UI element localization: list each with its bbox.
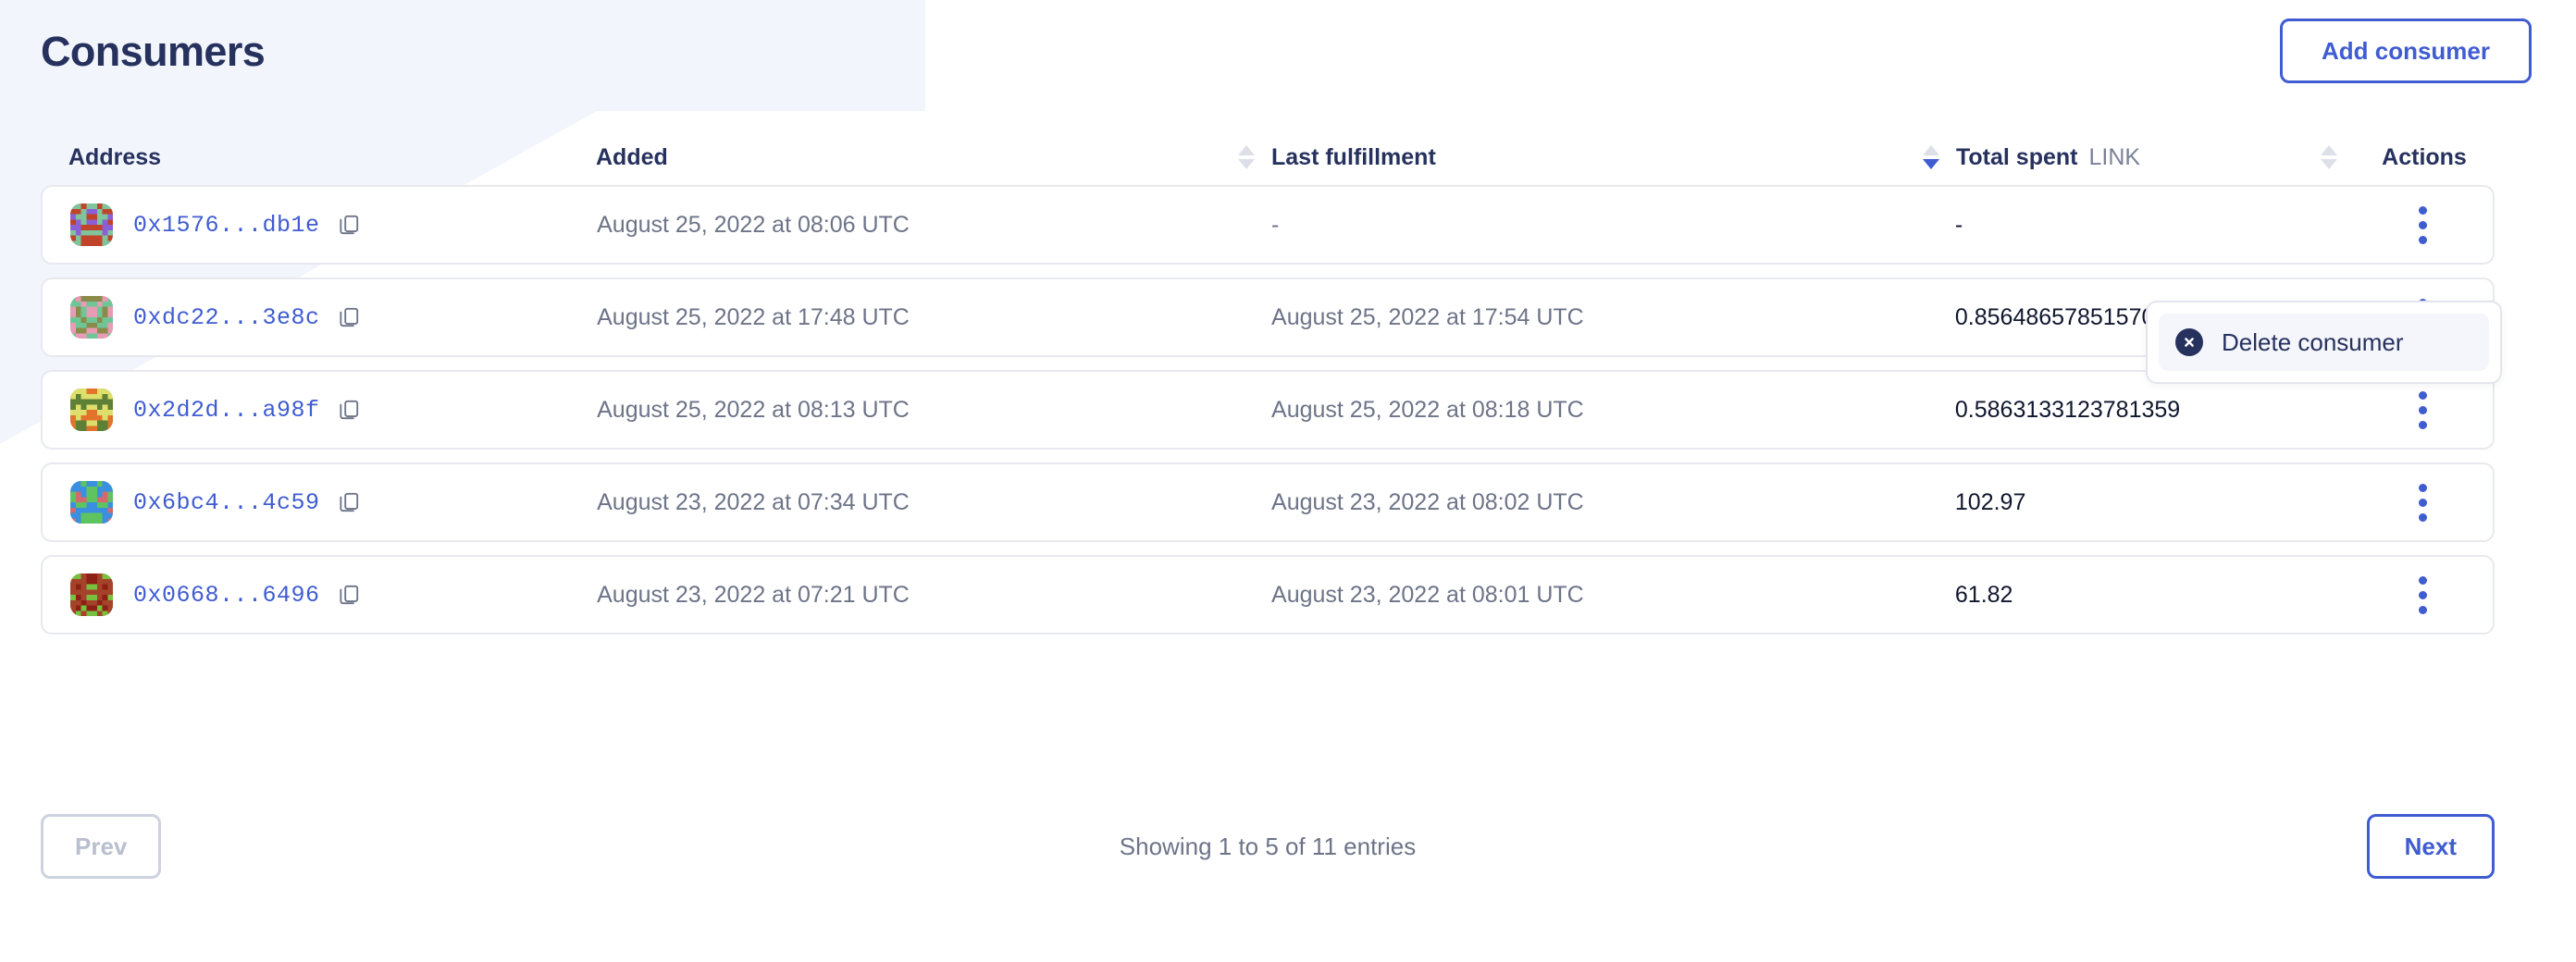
pagination-info: Showing 1 to 5 of 11 entries — [1119, 832, 1417, 860]
table-row: 0x6bc4...4c59 August 23, 2022 at 07:34 UT… — [41, 462, 2495, 542]
cell-address: 0x2d2d...a98f — [43, 388, 597, 431]
more-options-icon[interactable] — [2402, 386, 2443, 434]
column-header-total-spent-unit: LINK — [2088, 143, 2141, 170]
table-row: 0x1576...db1e August 25, 2022 at 08:06 UT… — [41, 185, 2495, 265]
table-row: 0x0668...6496 August 23, 2022 at 07:21 UT… — [41, 555, 2495, 635]
caret-up-icon — [2321, 145, 2337, 155]
sort-toggle-icon-last-fulfillment[interactable] — [1923, 145, 1939, 169]
column-header-total-spent-label: Total spent — [1956, 143, 2078, 170]
add-consumer-button[interactable]: Add consumer — [2279, 18, 2532, 83]
consumer-address-link[interactable]: 0xdc22...3e8c — [133, 303, 320, 331]
x-circle-icon — [2175, 328, 2203, 356]
consumer-address-link[interactable]: 0x0668...6496 — [133, 581, 320, 609]
cell-total-spent: 0.8564865785157011 — [1954, 303, 2179, 330]
column-header-address-label: Address — [68, 143, 162, 170]
cell-total-spent: 0.5863133123781359 — [1954, 396, 2181, 423]
dot — [2418, 575, 2427, 585]
more-options-icon[interactable] — [2402, 478, 2443, 526]
cell-last-fulfillment: August 25, 2022 at 08:18 UTC — [1271, 396, 1584, 423]
column-header-actions: Actions — [2354, 143, 2495, 170]
cell-last-fulfillment: August 25, 2022 at 17:54 UTC — [1271, 303, 1584, 330]
dot — [2418, 390, 2427, 400]
cell-address: 0xdc22...3e8c — [43, 296, 597, 339]
copy-icon[interactable] — [337, 398, 361, 422]
cell-actions — [2352, 201, 2493, 249]
cell-added: August 25, 2022 at 17:48 UTC — [597, 303, 910, 330]
cell-address: 0x6bc4...4c59 — [43, 481, 597, 524]
more-options-icon[interactable] — [2402, 201, 2443, 249]
identicon-avatar — [70, 388, 113, 431]
dot — [2418, 512, 2427, 522]
consumer-address-link[interactable]: 0x2d2d...a98f — [133, 396, 320, 424]
dot — [2418, 483, 2427, 492]
column-header-added-label: Added — [596, 143, 668, 170]
identicon-avatar — [70, 574, 113, 616]
column-header-actions-label: Actions — [2382, 143, 2467, 170]
identicon-avatar — [70, 481, 113, 524]
sort-toggle-icon-total-spent[interactable] — [2321, 145, 2337, 169]
dot — [2418, 498, 2427, 507]
prev-page-button[interactable]: Prev — [41, 814, 162, 879]
dot — [2418, 205, 2427, 215]
column-header-added[interactable]: Added — [596, 143, 1271, 170]
cell-actions — [2352, 478, 2493, 526]
identicon-avatar — [70, 296, 113, 339]
dot — [2418, 605, 2427, 614]
cell-actions — [2352, 386, 2493, 434]
cell-total-spent: 102.97 — [1954, 488, 2026, 515]
pagination: Prev Showing 1 to 5 of 11 entries Next — [41, 814, 2495, 879]
copy-icon[interactable] — [337, 583, 361, 607]
delete-consumer-menu-item[interactable]: Delete consumer — [2159, 314, 2489, 371]
cell-added: August 23, 2022 at 07:34 UTC — [597, 488, 910, 515]
cell-total-spent: - — [1954, 211, 1963, 238]
caret-up-icon — [1923, 145, 1939, 155]
column-header-address: Address — [41, 143, 596, 170]
table-row: 0x2d2d...a98f August 25, 2022 at 08:13 UT… — [41, 370, 2495, 450]
caret-down-icon — [1923, 159, 1939, 169]
cell-added: August 23, 2022 at 07:21 UTC — [597, 581, 910, 608]
next-page-button[interactable]: Next — [2366, 814, 2495, 879]
cell-last-fulfillment: August 23, 2022 at 08:01 UTC — [1271, 581, 1584, 608]
dot — [2418, 235, 2427, 244]
page-title: Consumers — [41, 27, 266, 75]
identicon-avatar — [70, 204, 113, 246]
table-row: 0xdc22...3e8c August 25, 2022 at 17:48 UT… — [41, 278, 2495, 357]
caret-down-icon — [2321, 159, 2337, 169]
copy-icon[interactable] — [337, 213, 361, 237]
cell-last-fulfillment: August 23, 2022 at 08:02 UTC — [1271, 488, 1584, 515]
cell-address: 0x1576...db1e — [43, 204, 597, 246]
dot — [2418, 405, 2427, 414]
column-header-total-spent[interactable]: Total spent LINK — [1956, 143, 2354, 170]
caret-down-icon — [1238, 159, 1255, 169]
consumer-address-link[interactable]: 0x1576...db1e — [133, 211, 320, 239]
more-options-icon[interactable] — [2402, 571, 2443, 619]
consumer-address-link[interactable]: 0x6bc4...4c59 — [133, 488, 320, 516]
column-header-last-fulfillment[interactable]: Last fulfillment — [1271, 143, 1956, 170]
row-actions-dropdown: Delete consumer — [2146, 301, 2502, 384]
cell-total-spent: 61.82 — [1954, 581, 2013, 608]
dot — [2418, 590, 2427, 599]
dot — [2418, 420, 2427, 429]
page-header: Consumers Add consumer — [0, 0, 2576, 102]
cell-actions — [2352, 571, 2493, 619]
cell-last-fulfillment: - — [1271, 211, 1280, 238]
copy-icon[interactable] — [337, 305, 361, 329]
cell-added: August 25, 2022 at 08:06 UTC — [597, 211, 910, 238]
copy-icon[interactable] — [337, 490, 361, 514]
consumers-table: Address Added Last fulfillment Total spe… — [41, 130, 2495, 648]
cell-added: August 25, 2022 at 08:13 UTC — [597, 396, 910, 423]
column-header-last-fulfillment-label: Last fulfillment — [1271, 143, 1436, 170]
sort-toggle-icon-added[interactable] — [1238, 145, 1255, 169]
cell-address: 0x0668...6496 — [43, 574, 597, 616]
dot — [2418, 220, 2427, 229]
caret-up-icon — [1238, 145, 1255, 155]
table-header-row: Address Added Last fulfillment Total spe… — [41, 130, 2495, 185]
delete-consumer-label: Delete consumer — [2222, 328, 2404, 356]
table-body: 0x1576...db1e August 25, 2022 at 08:06 UT… — [41, 185, 2495, 635]
